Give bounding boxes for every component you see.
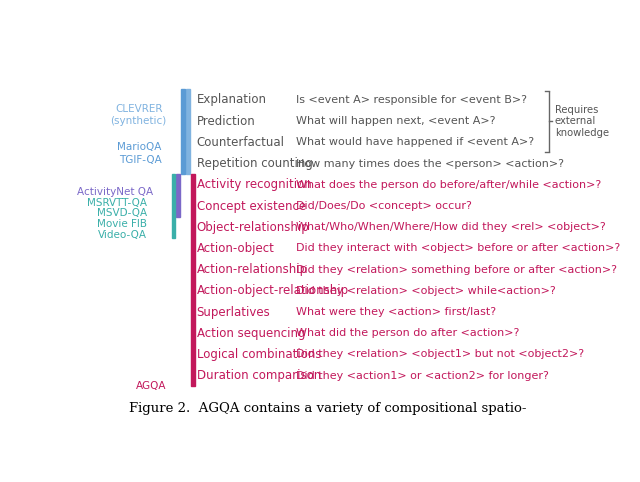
Text: ActivityNet QA: ActivityNet QA	[77, 187, 154, 197]
Text: Did they interact with <object> before or after <action>?: Did they interact with <object> before o…	[296, 243, 620, 254]
Text: Object-relationship: Object-relationship	[196, 221, 309, 234]
Text: Counterfactual: Counterfactual	[196, 136, 285, 149]
Text: Movie FIB: Movie FIB	[97, 219, 147, 229]
Text: What does the person do before/after/while <action>?: What does the person do before/after/whi…	[296, 180, 601, 190]
Text: Did they <relation> <object> while<action>?: Did they <relation> <object> while<actio…	[296, 286, 556, 296]
Text: AGQA: AGQA	[136, 381, 167, 391]
Text: Did/Does/Do <concept> occur?: Did/Does/Do <concept> occur?	[296, 201, 472, 211]
Text: Action-relationship: Action-relationship	[196, 263, 308, 276]
Text: What would have happened if <event A>?: What would have happened if <event A>?	[296, 137, 534, 147]
Bar	[177, 174, 180, 216]
Text: What will happen next, <event A>?: What will happen next, <event A>?	[296, 116, 495, 126]
Text: Did they <relation> <object1> but not <object2>?: Did they <relation> <object1> but not <o…	[296, 349, 584, 360]
Text: Requires
external
knowledge: Requires external knowledge	[555, 105, 609, 138]
Bar	[172, 174, 175, 238]
Text: How many times does the <person> <action>?: How many times does the <person> <action…	[296, 159, 564, 169]
Text: TGIF-QA: TGIF-QA	[119, 155, 162, 165]
Text: Figure 2.  AGQA contains a variety of compositional spatio-: Figure 2. AGQA contains a variety of com…	[129, 402, 527, 415]
Text: Did they <action1> or <action2> for longer?: Did they <action1> or <action2> for long…	[296, 371, 548, 381]
Text: Action sequencing: Action sequencing	[196, 327, 305, 340]
Text: Logical combinations: Logical combinations	[196, 348, 321, 361]
Text: Action-object: Action-object	[196, 242, 275, 255]
Text: Activity recognition: Activity recognition	[196, 178, 311, 191]
Text: Duration comparison: Duration comparison	[196, 369, 321, 382]
Text: MarioQA: MarioQA	[118, 142, 162, 152]
Text: What were they <action> first/last?: What were they <action> first/last?	[296, 307, 496, 317]
Text: CLEVRER
(synthetic): CLEVRER (synthetic)	[111, 104, 167, 126]
Text: MSRVTT-QA: MSRVTT-QA	[87, 198, 147, 208]
Text: Explanation: Explanation	[196, 94, 267, 107]
Text: Prediction: Prediction	[196, 115, 255, 128]
Text: Video-QA: Video-QA	[98, 229, 147, 240]
Bar	[186, 89, 190, 174]
Text: Did they <relation> something before or after <action>?: Did they <relation> something before or …	[296, 265, 617, 275]
Text: Superlatives: Superlatives	[196, 306, 270, 319]
Text: What did the person do after <action>?: What did the person do after <action>?	[296, 328, 519, 338]
Text: Is <event A> responsible for <event B>?: Is <event A> responsible for <event B>?	[296, 95, 527, 105]
Bar	[181, 89, 185, 174]
Text: What/Who/When/Where/How did they <rel> <object>?: What/Who/When/Where/How did they <rel> <…	[296, 222, 605, 232]
Text: Concept existence: Concept existence	[196, 200, 306, 213]
Text: Repetition counting: Repetition counting	[196, 157, 312, 170]
Text: MSVD-QA: MSVD-QA	[97, 208, 147, 218]
Bar	[191, 174, 195, 386]
Text: Action-object-relationship: Action-object-relationship	[196, 284, 349, 297]
